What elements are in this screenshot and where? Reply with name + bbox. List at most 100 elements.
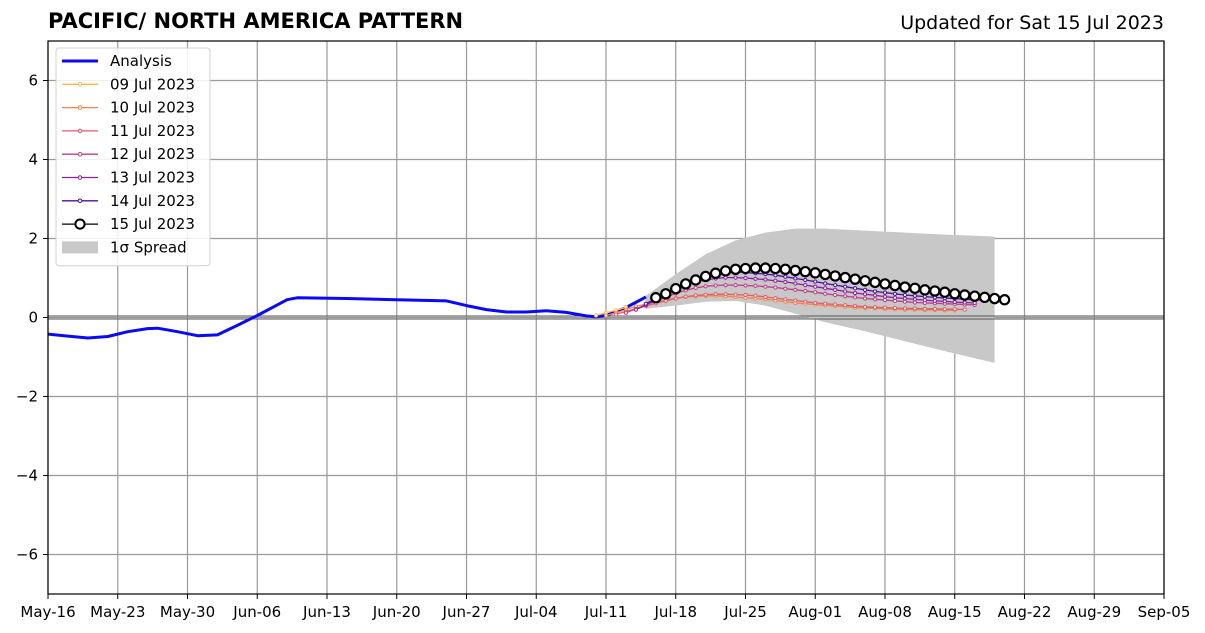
forecast-point: [743, 292, 748, 298]
legend-label: 13 Jul 2023: [110, 169, 195, 187]
forecast-point: [922, 306, 927, 311]
forecast-point: [843, 303, 848, 308]
forecast-point: [872, 293, 878, 298]
plot-frame: [47, 40, 1165, 595]
forecast-point: [823, 301, 828, 306]
forecast-point: [853, 303, 858, 309]
x-tick-label: Aug-08: [858, 603, 912, 621]
forecast-point: [843, 284, 848, 289]
legend-marker: [77, 82, 83, 87]
forecast-point: [753, 276, 758, 281]
forecast-point: [962, 307, 967, 312]
spread-layer: [645, 228, 995, 363]
forecast-point: [803, 288, 808, 294]
forecast-point: [749, 262, 762, 274]
legend-label: 09 Jul 2023: [110, 75, 195, 93]
forecast-point: [899, 281, 911, 293]
forecast-point: [813, 284, 818, 289]
x-tick-label: Jul-11: [584, 603, 628, 621]
forecast-point: [783, 297, 788, 302]
forecast-point: [713, 292, 718, 297]
forecast-point: [872, 289, 878, 294]
forecast-point: [968, 290, 981, 302]
forecast-point: [783, 274, 788, 279]
forecast-point: [793, 276, 798, 281]
forecast-point: [862, 296, 868, 301]
y-tick-label: −4: [16, 467, 38, 485]
forecast-point: [942, 307, 947, 312]
legend-label: 1σ Spread: [110, 238, 187, 256]
legend-marker: [77, 198, 83, 204]
forecast-point: [709, 267, 722, 279]
analysis-line: [47, 295, 647, 340]
legend-entry: 12 Jul 2023: [62, 145, 195, 163]
y-tick-label: −6: [16, 546, 38, 564]
legend-label: 11 Jul 2023: [110, 122, 195, 140]
forecast-point: [773, 278, 778, 283]
x-tick-label: Aug-15: [928, 603, 982, 621]
forecast-point: [799, 265, 811, 278]
forecast-point: [862, 304, 868, 309]
legend-label: 12 Jul 2023: [110, 145, 195, 163]
forecast-point: [693, 293, 698, 298]
forecast-point: [912, 293, 917, 298]
chart-subtitle: Updated for Sat 15 Jul 2023: [900, 12, 1164, 34]
forecast-point: [853, 286, 858, 291]
forecast-point: [763, 294, 768, 300]
forecast-point: [919, 284, 931, 296]
forecast-point: [733, 275, 738, 280]
forecast-point: [882, 294, 888, 299]
forecast-point: [729, 263, 742, 276]
x-tick-label: May-23: [90, 603, 145, 621]
x-tick-label: Jul-04: [514, 603, 558, 621]
forecast-point: [703, 292, 708, 297]
forecast-point: [683, 294, 688, 299]
forecast-point: [803, 283, 808, 288]
x-tick-label: Jun-20: [372, 603, 421, 621]
forecast-point: [793, 287, 798, 292]
forecast-point: [763, 277, 768, 282]
forecast-point: [882, 290, 888, 295]
forecast-point: [703, 284, 708, 289]
legend-marker: [77, 151, 83, 157]
forecast-point: [773, 285, 778, 290]
forecast-point: [833, 302, 838, 307]
forecast-point: [779, 263, 792, 276]
x-tick-label: Aug-22: [998, 603, 1052, 621]
forecast-point: [869, 276, 881, 289]
forecast-point: [623, 310, 629, 315]
x-tick-label: May-30: [160, 603, 215, 621]
forecast-point: [882, 305, 888, 310]
y-tick-label: 6: [28, 72, 38, 90]
forecast-point: [643, 301, 648, 306]
forecast-point: [902, 296, 908, 301]
x-tick-label: Jun-06: [232, 603, 281, 621]
forecast-point: [872, 305, 878, 310]
forecast-point: [663, 298, 668, 304]
forecast-point: [733, 292, 738, 297]
forecast-point: [670, 282, 682, 295]
forecast-point: [892, 291, 898, 296]
forecast-point: [783, 279, 788, 285]
forecast-point: [759, 262, 772, 274]
legend-entry: 11 Jul 2023: [62, 122, 195, 140]
forecast-point: [882, 298, 888, 303]
forecast-series: [650, 262, 1011, 306]
forecast-point: [932, 298, 937, 304]
legend-entry: 10 Jul 2023: [62, 99, 195, 117]
legend-label: 14 Jul 2023: [110, 192, 195, 210]
x-tick-label: Jul-18: [653, 603, 697, 621]
forecast-point: [650, 292, 662, 304]
forecast-point: [743, 283, 748, 288]
legend-marker: [77, 128, 83, 134]
forecast-point: [892, 295, 898, 300]
forecast-point: [909, 282, 921, 294]
legend-marker: [74, 218, 86, 230]
forecast-point: [862, 287, 868, 292]
forecast-point: [879, 278, 891, 290]
forecast-point: [803, 277, 808, 283]
forecast-point: [912, 306, 917, 311]
forecast-point: [833, 292, 838, 298]
forecast-point: [719, 265, 732, 277]
forecast-point: [763, 284, 768, 289]
